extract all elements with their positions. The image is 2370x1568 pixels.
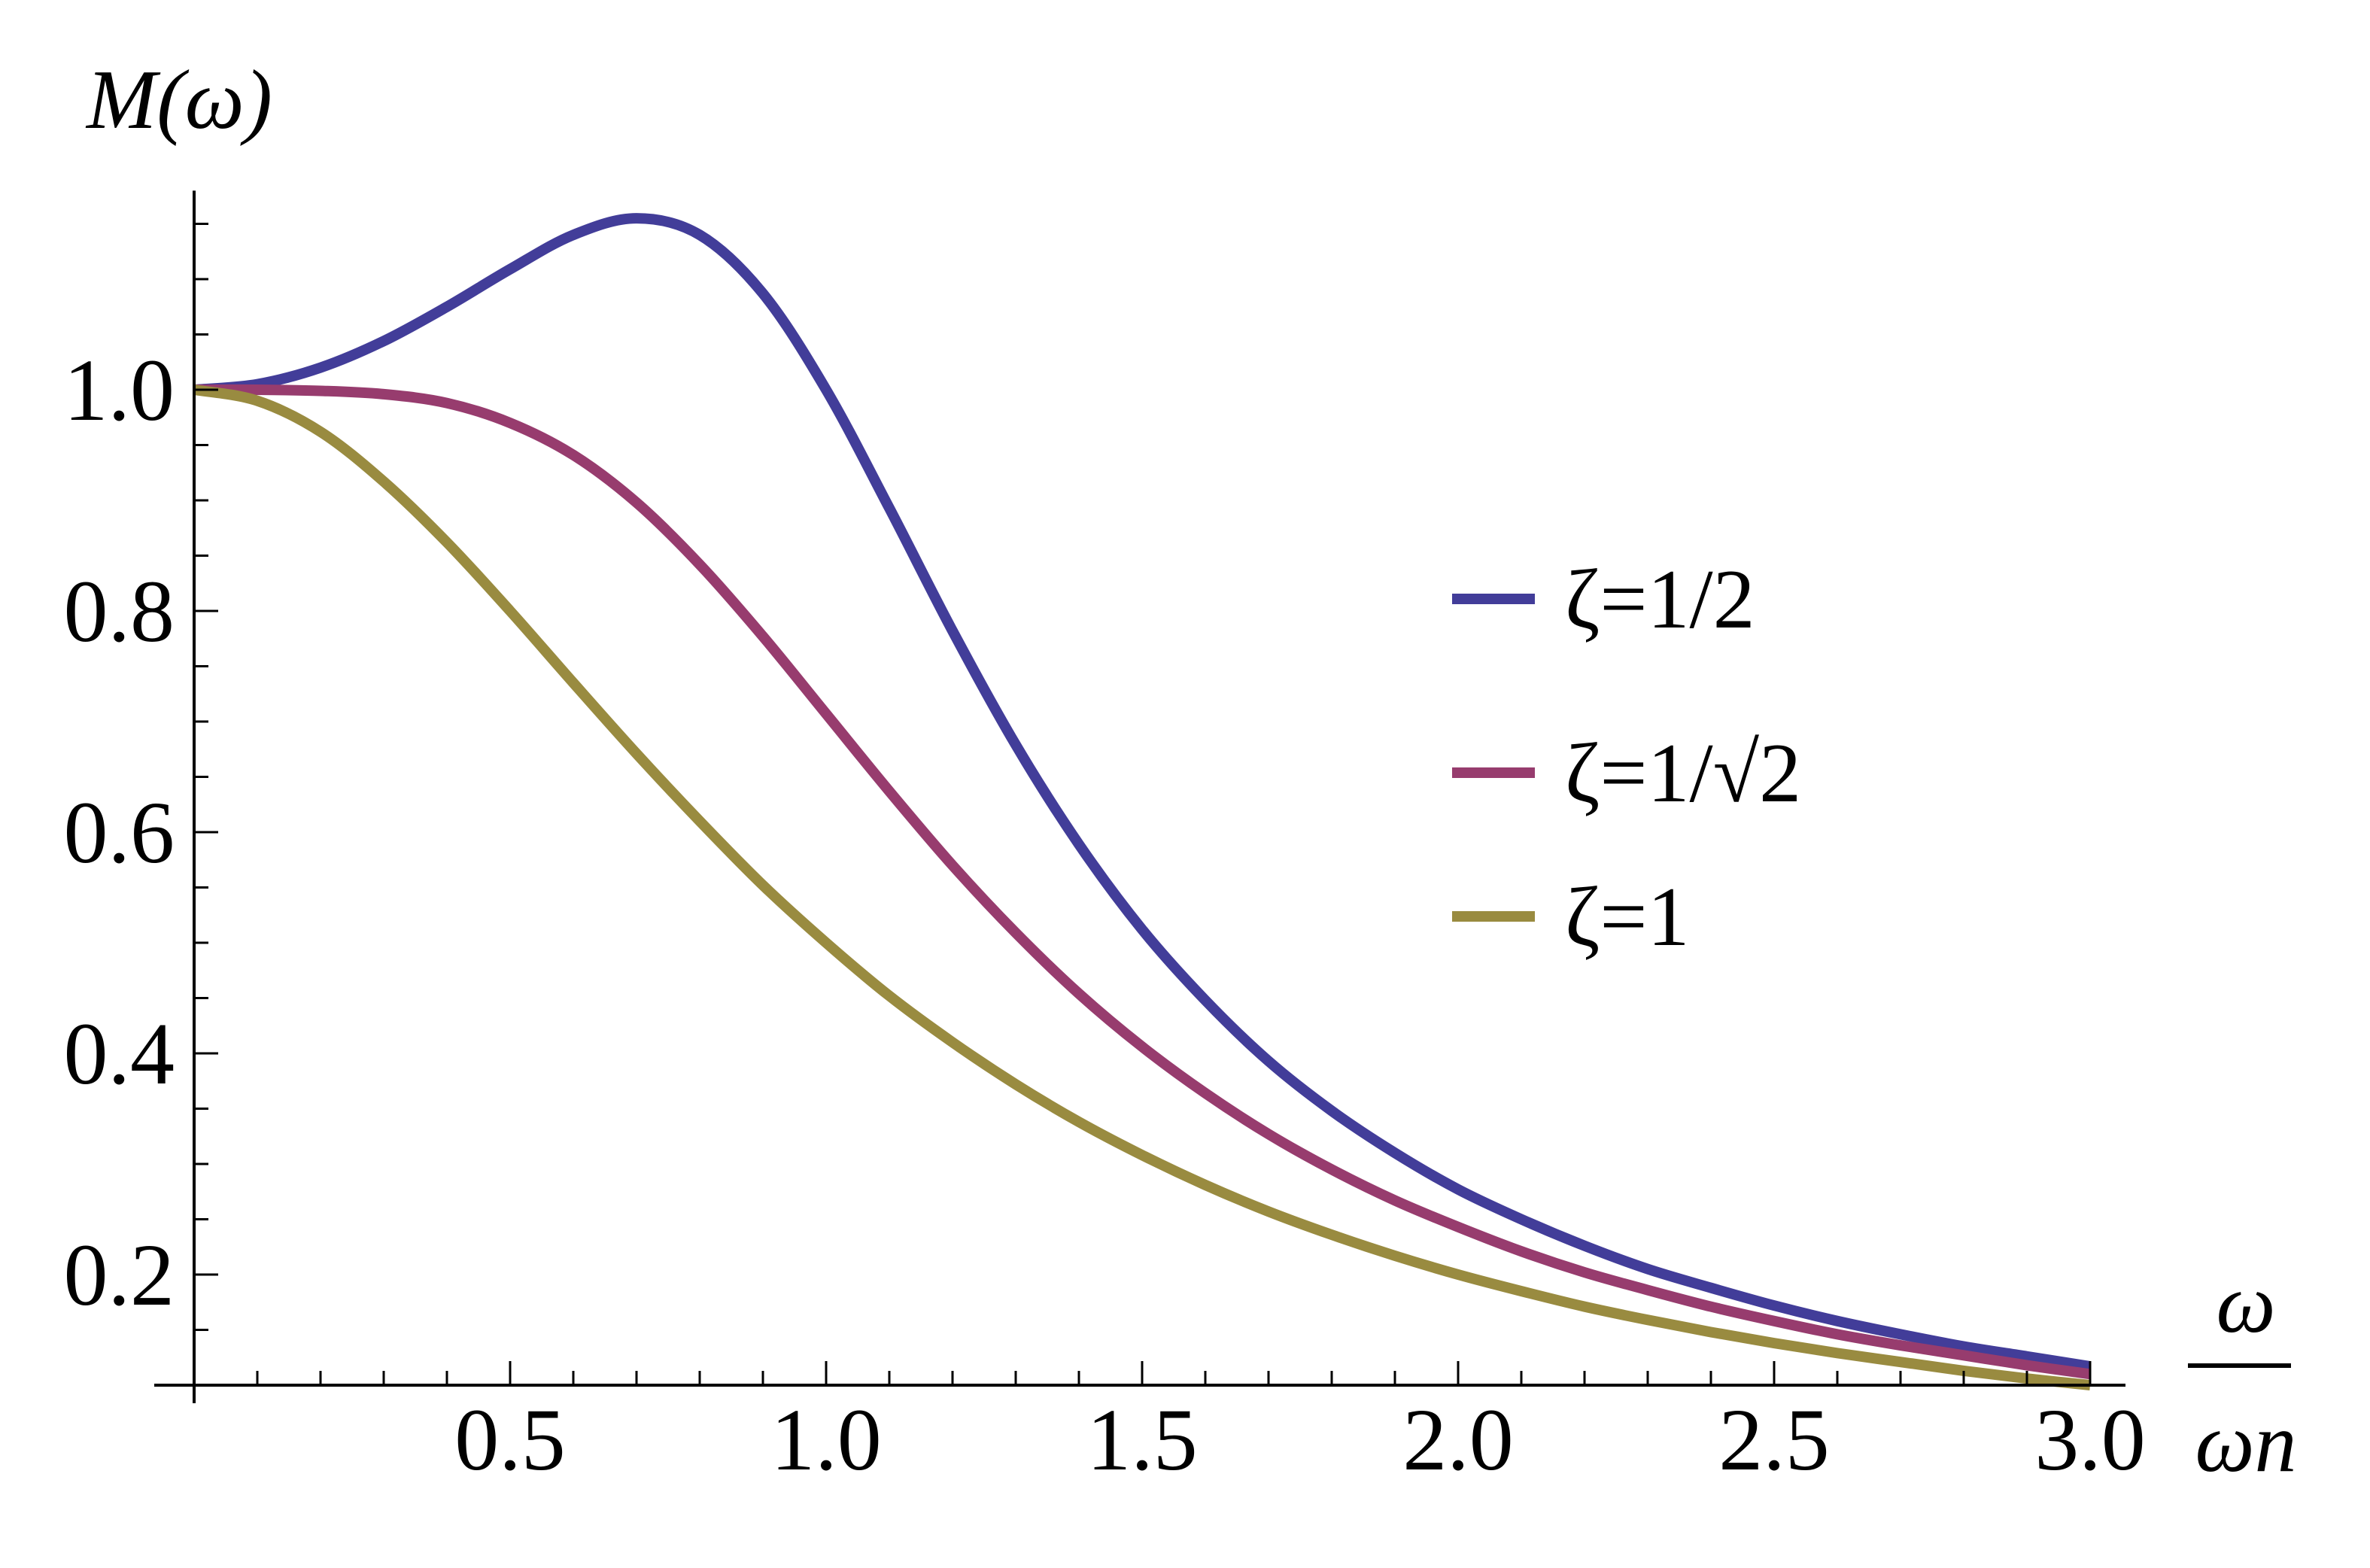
y-axis-label: M(ω): [85, 53, 272, 147]
series-line-1: [193, 213, 2092, 1372]
y-tick-label: 0.2: [64, 1226, 175, 1324]
legend: ζ=1/2 ζ=1/√2 ζ=1: [1452, 553, 1801, 964]
x-tick-label: 2.5: [1718, 1390, 1830, 1489]
tick-labels: 0.5 1.0 1.5 2.0 2.5 3.0 0.2 0.4 0.6 0.8 1.0: [64, 341, 2146, 1489]
x-tick-label: 3.0: [2034, 1390, 2146, 1489]
y-tick-label: 0.4: [64, 1004, 175, 1103]
y-tick-label: 1.0: [64, 341, 175, 439]
x-axis-label-numerator: ω: [2216, 1257, 2275, 1351]
x-tick-label: 1.5: [1086, 1390, 1198, 1489]
x-tick-label: 0.5: [454, 1390, 566, 1489]
legend-label-1: ζ=1/2: [1565, 553, 1755, 646]
x-tick-label: 1.0: [770, 1390, 882, 1489]
legend-label-2: ζ=1/√2: [1565, 727, 1801, 820]
x-axis-label: ω ωn: [2188, 1257, 2297, 1490]
series-curves: [193, 213, 2092, 1390]
x-axis-label-denominator: ωn: [2195, 1396, 2296, 1490]
series-line-2: [193, 384, 2091, 1380]
series-line-3: [193, 384, 2091, 1390]
axes: [154, 190, 2125, 1403]
y-tick-label: 0.6: [64, 783, 175, 882]
x-tick-label: 2.0: [1402, 1390, 1514, 1489]
legend-label-3: ζ=1: [1565, 871, 1690, 964]
y-tick-label: 0.8: [64, 562, 175, 661]
